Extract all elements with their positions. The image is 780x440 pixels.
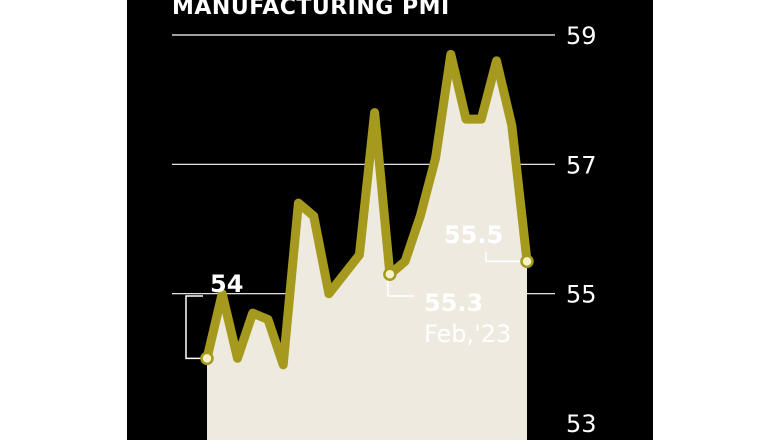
pmi-series-line xyxy=(202,49,532,370)
marker-55.5 xyxy=(520,254,534,269)
y-tick-label-57: 57 xyxy=(566,151,597,179)
y-tick-label-59: 59 xyxy=(566,22,597,50)
leader-54 xyxy=(185,295,203,360)
annotation-54: 54 xyxy=(210,270,243,298)
marker-54 xyxy=(200,351,214,366)
annotation-55.3: 55.3 xyxy=(424,289,483,317)
annotation-date: Feb,'23 xyxy=(424,320,511,348)
leader-55.3 xyxy=(387,278,414,297)
y-tick-label-53: 53 xyxy=(566,410,597,438)
annotation-leaders xyxy=(185,252,520,360)
leader-55.5 xyxy=(485,252,520,263)
y-axis-ticks: 53 55 57 59 xyxy=(566,22,597,438)
y-tick-label-55: 55 xyxy=(566,281,597,309)
annotation-55.5: 55.5 xyxy=(444,221,503,249)
point-markers xyxy=(200,254,534,366)
chart-title: MANUFACTURING PMI xyxy=(172,0,450,20)
marker-55.3 xyxy=(383,267,397,282)
annotation-labels: 54 55.3 Feb,'23 55.5 xyxy=(210,221,511,348)
